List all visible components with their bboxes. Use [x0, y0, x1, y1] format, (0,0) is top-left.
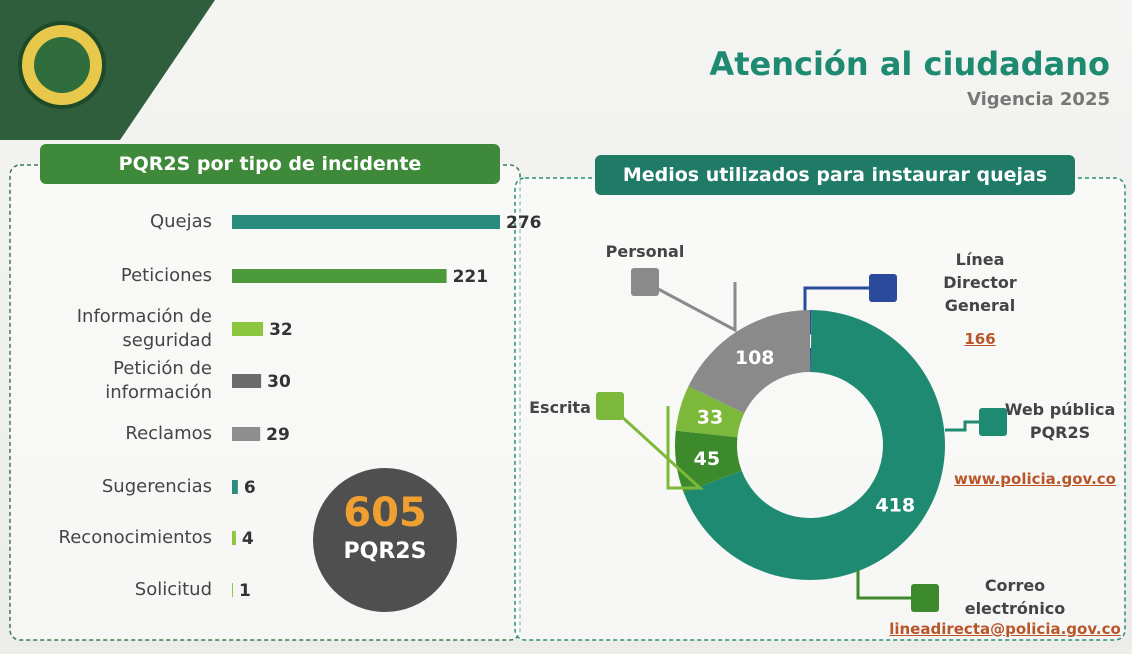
value-label: 45: [694, 448, 720, 470]
value-label: 4: [242, 529, 254, 549]
bar: [232, 215, 500, 229]
bar-label: Sugerencias: [101, 476, 212, 497]
callout-square: [979, 408, 1007, 436]
bar-label: Solicitud: [134, 579, 212, 600]
bar-label: Petición de información: [105, 358, 212, 403]
value-label: 108: [735, 347, 775, 369]
bar-label: Información de seguridad: [76, 306, 212, 351]
callout-detail: lineadirecta@policia.gov.co: [889, 620, 1121, 638]
callout-label: Correo electrónico: [964, 576, 1066, 618]
total-value: 605: [343, 490, 427, 536]
donut-chart-title: Medios utilizados para instaurar quejas: [595, 155, 1075, 195]
value-label: 29: [266, 425, 290, 445]
callout-line: [644, 280, 737, 333]
donut-segment: [683, 310, 945, 580]
bar: [232, 531, 236, 545]
donut-segment: [675, 386, 745, 438]
bar: [232, 269, 447, 283]
callout-detail: 166: [964, 330, 996, 348]
callout-square: [911, 584, 939, 612]
callout-line: [608, 404, 704, 490]
bar-chart-title: PQR2S por tipo de incidente: [40, 144, 500, 184]
callout-label: Personal: [605, 242, 685, 261]
value-label: 221: [453, 267, 489, 287]
bar-label: Reconocimientos: [58, 527, 212, 548]
bar: [232, 480, 238, 494]
value-label: 32: [269, 320, 293, 340]
bar: [232, 374, 262, 388]
value-label: 30: [267, 372, 291, 392]
donut-segment: [675, 430, 742, 493]
value-label: 276: [506, 213, 542, 233]
bar-label: Reclamos: [125, 423, 212, 444]
page-subtitle: Vigencia 2025: [966, 89, 1110, 110]
page-title: Atención al ciudadano: [709, 45, 1110, 83]
bar-label: Peticiones: [120, 265, 212, 286]
total-badge: [313, 468, 457, 612]
value-label: 418: [875, 495, 915, 517]
value-label: 1: [239, 581, 251, 601]
bar: [232, 427, 261, 441]
donut-segment: [810, 310, 812, 373]
bar-label: Quejas: [149, 211, 212, 232]
callout-line: [856, 570, 925, 600]
bar: [232, 583, 233, 597]
callout-square: [631, 268, 659, 296]
value-label: 6: [244, 478, 256, 498]
value-label: 33: [697, 406, 723, 428]
total-label: PQR2S: [343, 539, 427, 564]
bar: [232, 322, 264, 336]
callout-label: Línea Director General: [943, 250, 1017, 315]
callout-label: Escrita: [529, 398, 591, 417]
callout-detail: www.policia.gov.co: [954, 470, 1116, 488]
logo-emblem-inner: [34, 37, 90, 93]
callout-square: [596, 392, 624, 420]
callout-square: [869, 274, 897, 302]
donut-segment: [688, 310, 810, 414]
callout-label: Web pública PQR2S: [1004, 400, 1116, 442]
